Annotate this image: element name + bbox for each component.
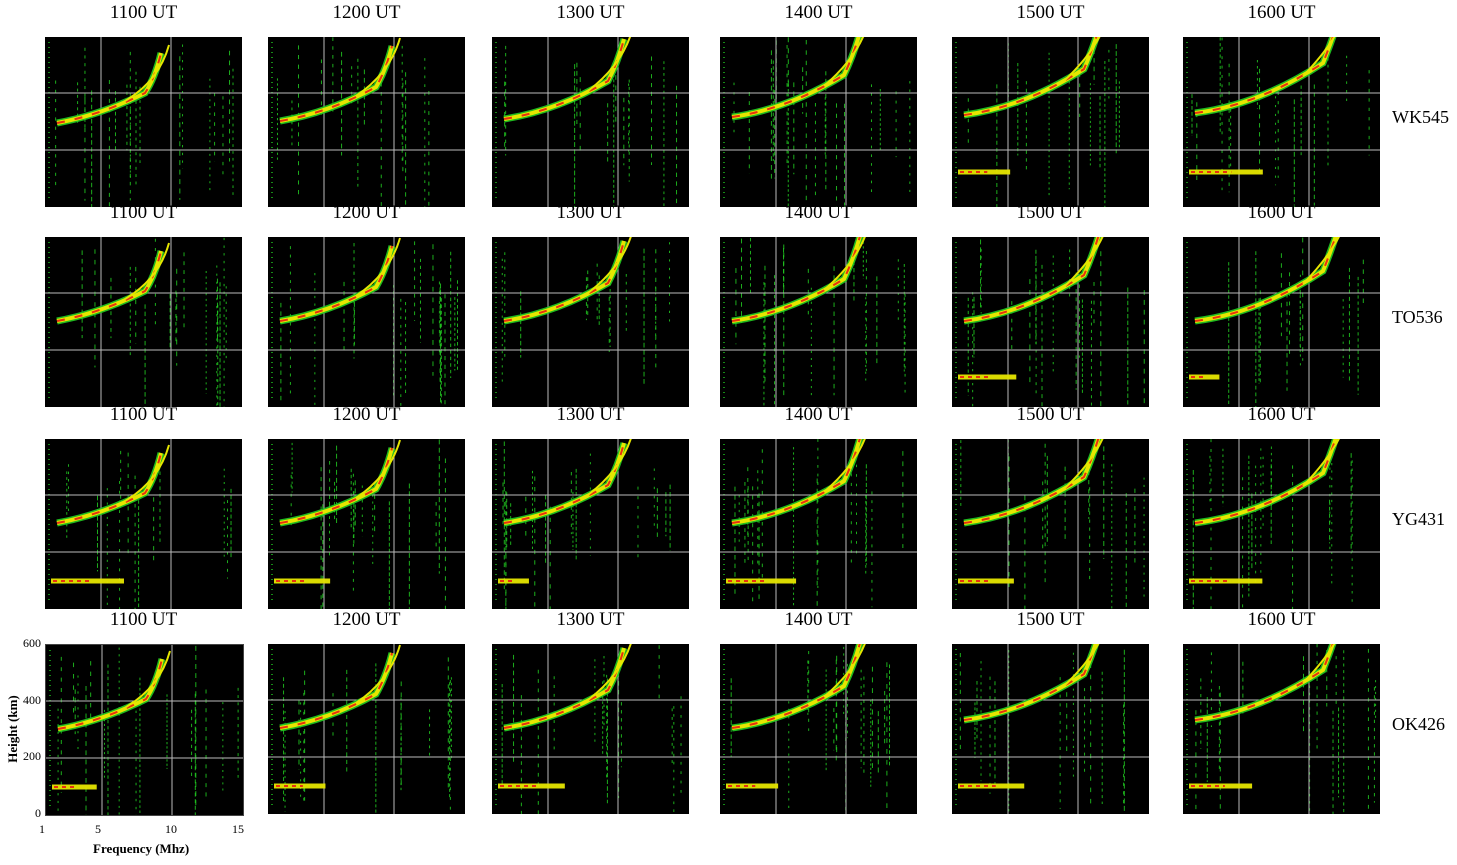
ionogram-plot (45, 237, 242, 407)
time-label: 1400 UT (784, 202, 853, 223)
ionogram-plot (45, 37, 242, 207)
time-label: 1200 UT (332, 202, 401, 223)
time-label: 1600 UT (1247, 2, 1316, 23)
ionogram-plot (1183, 37, 1380, 207)
station-label: WK545 (1392, 107, 1449, 127)
ionogram-plot (1183, 237, 1380, 407)
ionogram-panel (492, 237, 689, 407)
ionogram-panel (1183, 37, 1380, 207)
ionogram-panel (952, 439, 1149, 609)
ionogram-panel (45, 237, 242, 407)
time-label: 1300 UT (556, 202, 625, 223)
ionogram-panel (492, 37, 689, 207)
time-label: 1600 UT (1247, 404, 1316, 425)
ionogram-panel (720, 37, 917, 207)
time-label: 1500 UT (1016, 2, 1085, 23)
ionogram-panel (952, 644, 1149, 814)
x-tick-label: 1 (39, 822, 45, 836)
ionogram-panel (1183, 237, 1380, 407)
time-label: 1500 UT (1016, 404, 1085, 425)
ionogram-plot (492, 439, 689, 609)
time-label: 1400 UT (784, 2, 853, 23)
ionogram-plot (46, 645, 243, 815)
time-label: 1200 UT (332, 2, 401, 23)
ionogram-plot (720, 37, 917, 207)
ionogram-panel (268, 644, 465, 814)
ionogram-plot (952, 37, 1149, 207)
ionogram-panel (1183, 439, 1380, 609)
time-label: 1400 UT (784, 404, 853, 425)
ionogram-panel (1183, 644, 1380, 814)
ionogram-panel (45, 37, 242, 207)
time-label: 1500 UT (1016, 609, 1085, 630)
y-tick-label: 200 (23, 749, 41, 764)
ionogram-panel (952, 237, 1149, 407)
ionogram-plot (268, 37, 465, 207)
station-label: YG431 (1392, 509, 1445, 529)
ionogram-plot (268, 439, 465, 609)
time-label: 1100 UT (109, 404, 178, 425)
ionogram-plot (1183, 439, 1380, 609)
ionogram-panel (268, 237, 465, 407)
ionogram-plot (45, 439, 242, 609)
x-tick-label: 15 (232, 822, 244, 836)
x-tick-label: 5 (95, 822, 101, 836)
ionogram-panel (720, 644, 917, 814)
y-axis-title: Height (km) (5, 695, 20, 763)
time-label: 1600 UT (1247, 609, 1316, 630)
y-tick-label: 0 (35, 806, 41, 820)
time-label: 1100 UT (109, 202, 178, 223)
ionogram-panel (268, 37, 465, 207)
time-label: 1300 UT (556, 609, 625, 630)
ionogram-plot (268, 237, 465, 407)
ionogram-panel (492, 644, 689, 814)
time-label: 1600 UT (1247, 202, 1316, 223)
ionogram-plot (952, 644, 1149, 814)
ionogram-plot (720, 439, 917, 609)
y-tick-label: 600 (23, 636, 41, 650)
ionogram-plot (720, 237, 917, 407)
ionogram-plot (492, 644, 689, 814)
station-label: OK426 (1392, 714, 1445, 734)
time-label: 1100 UT (109, 2, 178, 23)
ionogram-panel (45, 439, 242, 609)
ionogram-panel (45, 644, 244, 816)
ionogram-panel (268, 439, 465, 609)
time-label: 1300 UT (556, 404, 625, 425)
ionogram-plot (720, 644, 917, 814)
time-label: 1400 UT (784, 609, 853, 630)
x-tick-label: 10 (165, 822, 177, 836)
ionogram-plot (492, 37, 689, 207)
ionogram-panel (952, 37, 1149, 207)
ionogram-plot (268, 644, 465, 814)
time-label: 1300 UT (556, 2, 625, 23)
ionogram-plot (492, 237, 689, 407)
x-axis-title: Frequency (Mhz) (93, 841, 190, 856)
y-tick-label: 400 (23, 692, 41, 707)
ionogram-panel (492, 439, 689, 609)
time-label: 1500 UT (1016, 202, 1085, 223)
ionogram-panel (720, 439, 917, 609)
time-label: 1100 UT (109, 609, 178, 630)
time-label: 1200 UT (332, 404, 401, 425)
station-label: TO536 (1392, 307, 1443, 327)
ionogram-plot (1183, 644, 1380, 814)
ionogram-plot (952, 237, 1149, 407)
time-label: 1200 UT (332, 609, 401, 630)
ionogram-panel (720, 237, 917, 407)
ionogram-plot (952, 439, 1149, 609)
